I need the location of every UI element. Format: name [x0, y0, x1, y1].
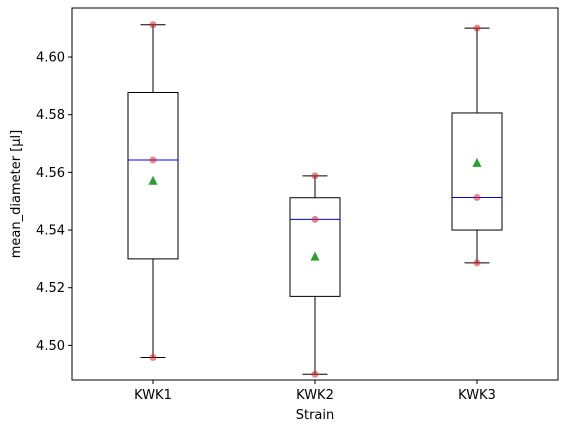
mean-marker	[148, 175, 158, 185]
box-kwk3	[451, 24, 503, 267]
data-point	[473, 193, 481, 201]
y-tick-label: 4.54	[36, 224, 65, 239]
box-kwk1	[127, 21, 179, 362]
y-tick-label: 4.52	[36, 281, 65, 296]
data-point	[149, 156, 157, 164]
data-point	[311, 215, 319, 223]
x-tick-label: KWK2	[296, 388, 334, 403]
iqr-box	[127, 91, 179, 260]
data-point	[311, 370, 319, 378]
y-axis-label: mean_diameter [µl]	[9, 130, 24, 258]
data-point	[473, 259, 481, 267]
mean-marker	[472, 157, 482, 167]
data-point	[311, 172, 319, 180]
plot-area	[127, 21, 503, 378]
x-tick-label: KWK3	[458, 388, 496, 403]
x-axis-label: Strain	[296, 408, 335, 423]
data-point	[473, 24, 481, 32]
y-tick-label: 4.56	[36, 166, 65, 181]
box-kwk2	[289, 172, 341, 378]
y-axis: 4.50 4.52 4.54 4.56 4.58 4.60	[36, 51, 72, 354]
data-point	[149, 354, 157, 362]
y-tick-label: 4.50	[36, 339, 65, 354]
mean-marker	[310, 251, 320, 261]
iqr-box	[289, 197, 341, 297]
y-tick-label: 4.58	[36, 108, 65, 123]
x-axis: KWK1 KWK2 KWK3	[134, 380, 496, 403]
iqr-box	[451, 112, 503, 231]
x-tick-label: KWK1	[134, 388, 172, 403]
y-tick-label: 4.60	[36, 51, 65, 66]
data-point	[149, 21, 157, 29]
